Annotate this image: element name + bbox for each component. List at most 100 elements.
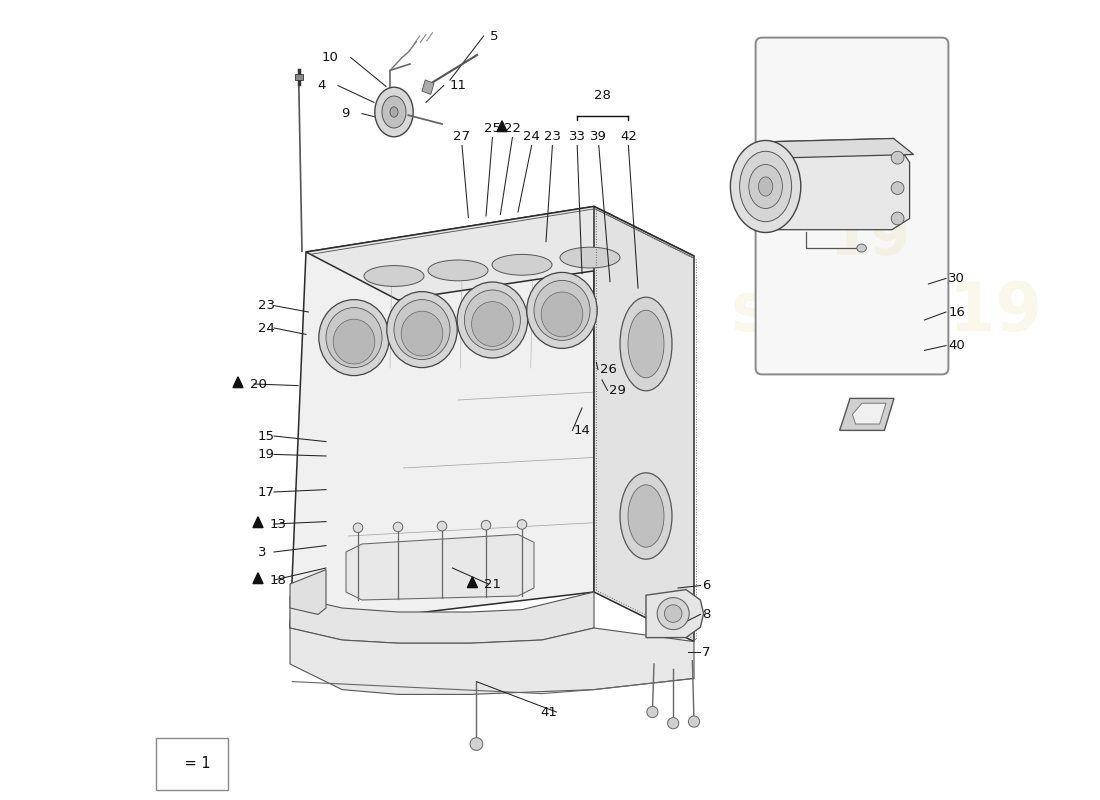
Polygon shape [839,398,894,430]
Circle shape [647,706,658,718]
Polygon shape [852,403,886,424]
Polygon shape [290,570,326,614]
Text: 27: 27 [453,130,471,142]
Ellipse shape [364,266,424,286]
Ellipse shape [319,300,389,376]
Circle shape [437,522,447,531]
Ellipse shape [527,273,597,349]
Polygon shape [290,206,594,628]
Polygon shape [594,206,694,642]
Ellipse shape [375,87,414,137]
Polygon shape [233,377,243,387]
Text: 11: 11 [450,79,468,92]
Text: 21: 21 [484,578,502,590]
Ellipse shape [492,254,552,275]
Ellipse shape [472,302,514,346]
Polygon shape [165,757,175,768]
Ellipse shape [387,292,458,368]
Polygon shape [646,590,704,638]
Ellipse shape [857,244,867,252]
Ellipse shape [758,177,773,196]
Text: 39: 39 [591,130,607,142]
Text: 9: 9 [342,107,350,120]
Text: 25: 25 [484,122,500,134]
Ellipse shape [620,473,672,559]
Text: 30: 30 [948,272,966,285]
Polygon shape [253,573,263,584]
Circle shape [481,520,491,530]
Text: = 1: = 1 [180,757,211,771]
Ellipse shape [382,96,406,128]
Circle shape [668,718,679,729]
Text: 8: 8 [702,608,711,621]
Text: since 19: since 19 [730,279,1042,345]
Ellipse shape [739,151,792,222]
Text: 28: 28 [594,90,612,102]
Polygon shape [422,80,435,94]
Text: 19: 19 [829,210,911,267]
Ellipse shape [326,308,382,368]
Text: 4: 4 [318,79,326,92]
Text: 29: 29 [609,384,626,397]
Text: 5: 5 [490,30,498,42]
Polygon shape [290,628,694,694]
Text: 33: 33 [569,130,585,142]
Text: 3: 3 [258,546,266,558]
Text: 6: 6 [702,579,711,592]
Ellipse shape [628,310,664,378]
Circle shape [470,738,483,750]
Ellipse shape [534,281,590,341]
Ellipse shape [333,319,375,364]
Circle shape [891,151,904,164]
Circle shape [353,523,363,533]
Ellipse shape [428,260,488,281]
Polygon shape [295,74,302,80]
Polygon shape [772,138,910,230]
Text: 40: 40 [948,339,965,352]
Polygon shape [346,534,534,600]
Text: 23: 23 [543,130,561,142]
Ellipse shape [394,300,450,360]
Polygon shape [290,592,594,643]
Ellipse shape [620,298,672,391]
Circle shape [689,716,700,727]
Text: 24: 24 [524,130,540,142]
Text: a passion for parts: a passion for parts [301,398,607,562]
Polygon shape [772,138,914,158]
FancyBboxPatch shape [156,738,228,790]
Text: 24: 24 [258,322,275,334]
Text: a passion for parts: a passion for parts [399,477,572,571]
Text: 7: 7 [702,646,711,658]
FancyBboxPatch shape [756,38,948,374]
Polygon shape [468,577,477,587]
Text: 26: 26 [600,363,616,376]
Circle shape [393,522,403,532]
Ellipse shape [628,485,664,547]
Polygon shape [253,517,263,528]
Ellipse shape [402,311,443,356]
Ellipse shape [464,290,520,350]
Text: 41: 41 [540,706,558,718]
Ellipse shape [560,247,620,268]
Text: 20: 20 [250,378,267,390]
Circle shape [891,212,904,225]
Ellipse shape [541,292,583,337]
Text: 23: 23 [258,299,275,312]
Text: 15: 15 [258,430,275,442]
Ellipse shape [458,282,528,358]
Text: 13: 13 [270,518,287,530]
Text: 16: 16 [948,306,966,318]
Text: 22: 22 [504,122,521,134]
Polygon shape [749,142,772,230]
Text: 42: 42 [620,130,637,142]
Text: 19: 19 [258,448,275,461]
Text: 14: 14 [574,424,591,437]
Circle shape [891,182,904,194]
Ellipse shape [657,598,690,630]
Ellipse shape [749,165,782,209]
Text: 10: 10 [322,51,339,64]
Text: 17: 17 [258,486,275,498]
Ellipse shape [664,605,682,622]
Ellipse shape [390,106,398,118]
Polygon shape [497,121,507,131]
